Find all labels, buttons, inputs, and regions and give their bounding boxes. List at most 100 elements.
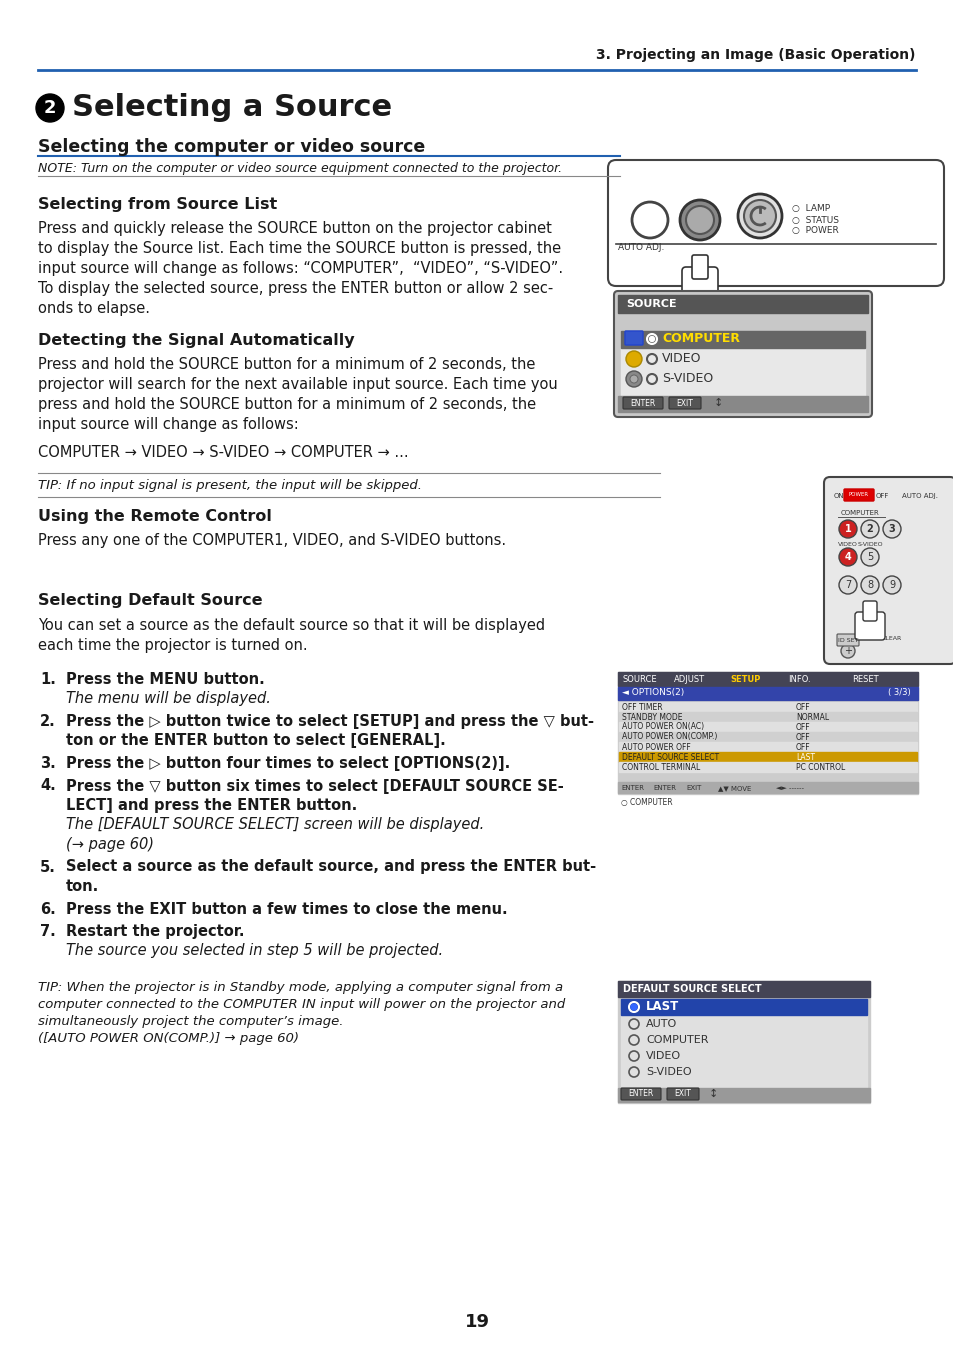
Text: (→ page 60): (→ page 60) — [66, 837, 153, 852]
Text: Press the ▷ button twice to select [SETUP] and press the ▽ but-: Press the ▷ button twice to select [SETU… — [66, 714, 594, 729]
Text: ↕: ↕ — [713, 398, 722, 408]
Text: VIDEO: VIDEO — [645, 1051, 680, 1061]
Text: Detecting the Signal Automatically: Detecting the Signal Automatically — [38, 333, 355, 348]
FancyBboxPatch shape — [823, 477, 953, 665]
Bar — [618, 732, 916, 741]
Text: 5: 5 — [866, 551, 872, 562]
Text: Selecting from Source List: Selecting from Source List — [38, 197, 277, 212]
Circle shape — [838, 576, 856, 594]
Text: simultaneously project the computer’s image.: simultaneously project the computer’s im… — [38, 1015, 343, 1029]
Circle shape — [625, 350, 641, 367]
Text: ID SET: ID SET — [837, 638, 858, 643]
Bar — [620, 1010, 866, 1100]
Text: COMPUTER: COMPUTER — [840, 510, 879, 516]
Text: 3: 3 — [887, 524, 895, 534]
Text: OFF TIMER: OFF TIMER — [621, 702, 662, 712]
FancyBboxPatch shape — [843, 489, 873, 501]
Text: Select a source as the default source, and press the ENTER but-: Select a source as the default source, a… — [66, 860, 596, 875]
Text: ◄ OPTIONS(2): ◄ OPTIONS(2) — [621, 689, 683, 697]
Circle shape — [861, 576, 878, 594]
FancyBboxPatch shape — [622, 398, 662, 408]
Text: AUTO POWER ON(AC): AUTO POWER ON(AC) — [621, 723, 703, 732]
Text: ADJUST: ADJUST — [673, 674, 704, 683]
Text: ENTER: ENTER — [652, 785, 676, 791]
Circle shape — [630, 1004, 637, 1010]
Text: to display the Source list. Each time the SOURCE button is pressed, the: to display the Source list. Each time th… — [38, 241, 560, 256]
Text: 8: 8 — [866, 580, 872, 590]
Bar — [618, 673, 917, 794]
FancyBboxPatch shape — [854, 612, 884, 640]
Text: COMPUTER: COMPUTER — [645, 1035, 708, 1045]
Text: +: + — [843, 646, 851, 656]
Circle shape — [841, 644, 854, 658]
Text: ton.: ton. — [66, 879, 99, 894]
Bar — [618, 396, 867, 412]
Circle shape — [882, 520, 900, 538]
Text: Using the Remote Control: Using the Remote Control — [38, 510, 272, 524]
Text: 3.: 3. — [40, 756, 55, 771]
Text: each time the projector is turned on.: each time the projector is turned on. — [38, 638, 307, 652]
Circle shape — [838, 520, 856, 538]
Bar — [618, 687, 917, 700]
Text: 5.: 5. — [40, 860, 56, 875]
Text: AUTO POWER ON(COMP.): AUTO POWER ON(COMP.) — [621, 732, 717, 741]
Text: press and hold the SOURCE button for a minimum of 2 seconds, the: press and hold the SOURCE button for a m… — [38, 398, 536, 412]
Bar — [620, 999, 866, 1015]
Text: Selecting Default Source: Selecting Default Source — [38, 593, 262, 608]
Circle shape — [679, 200, 720, 240]
Text: 4: 4 — [843, 551, 850, 562]
Text: projector will search for the next available input source. Each time you: projector will search for the next avail… — [38, 377, 558, 392]
Text: TIP: When the projector is in Standby mode, applying a computer signal from a: TIP: When the projector is in Standby mo… — [38, 981, 562, 993]
Text: Press and hold the SOURCE button for a minimum of 2 seconds, the: Press and hold the SOURCE button for a m… — [38, 357, 535, 372]
Text: COMPUTER: COMPUTER — [661, 333, 740, 345]
Text: ton or the ENTER button to select [GENERAL].: ton or the ENTER button to select [GENER… — [66, 733, 445, 748]
Text: POWER: POWER — [848, 492, 868, 497]
Text: ○  POWER: ○ POWER — [791, 226, 838, 236]
Text: EXIT: EXIT — [674, 1089, 691, 1099]
Text: ENTER: ENTER — [620, 785, 643, 791]
FancyBboxPatch shape — [614, 291, 871, 417]
Text: computer connected to the COMPUTER IN input will power on the projector and: computer connected to the COMPUTER IN in… — [38, 998, 565, 1011]
Text: Press and quickly release the SOURCE button on the projector cabinet: Press and quickly release the SOURCE but… — [38, 221, 551, 236]
Circle shape — [861, 520, 878, 538]
Bar — [618, 762, 916, 772]
Circle shape — [685, 206, 713, 235]
Text: ↕: ↕ — [707, 1089, 717, 1099]
Text: EXIT: EXIT — [685, 785, 700, 791]
Text: CONTROL TERMINAL: CONTROL TERMINAL — [621, 763, 700, 771]
Bar — [618, 723, 916, 732]
Text: 3. Projecting an Image (Basic Operation): 3. Projecting an Image (Basic Operation) — [596, 49, 915, 62]
Text: Press the EXIT button a few times to close the menu.: Press the EXIT button a few times to clo… — [66, 902, 507, 917]
Text: 1: 1 — [843, 524, 850, 534]
Text: 2.: 2. — [40, 714, 55, 729]
Text: INFO.: INFO. — [787, 674, 810, 683]
Circle shape — [838, 549, 856, 566]
Text: 1.: 1. — [40, 673, 56, 687]
Bar — [618, 741, 916, 752]
Text: ( 3/3): ( 3/3) — [887, 689, 910, 697]
Text: ([AUTO POWER ON(COMP.)] → page 60): ([AUTO POWER ON(COMP.)] → page 60) — [38, 1033, 298, 1045]
Text: VIDEO: VIDEO — [837, 542, 857, 547]
Text: STANDBY MODE: STANDBY MODE — [621, 713, 681, 721]
Circle shape — [743, 200, 775, 232]
Text: Press the ▷ button four times to select [OPTIONS(2)].: Press the ▷ button four times to select … — [66, 756, 510, 771]
Text: NOTE: Turn on the computer or video source equipment connected to the projector.: NOTE: Turn on the computer or video sour… — [38, 162, 561, 175]
Text: ◄► ------: ◄► ------ — [775, 785, 803, 791]
Text: 7.: 7. — [40, 923, 55, 940]
Text: ENTER: ENTER — [628, 1089, 653, 1099]
Text: 7: 7 — [844, 580, 850, 590]
Text: RESET: RESET — [851, 674, 878, 683]
Text: 2: 2 — [865, 524, 872, 534]
Text: Selecting a Source: Selecting a Source — [71, 93, 392, 123]
Text: The [DEFAULT SOURCE SELECT] screen will be displayed.: The [DEFAULT SOURCE SELECT] screen will … — [66, 817, 484, 833]
Text: OFF: OFF — [795, 743, 810, 751]
Text: Selecting the computer or video source: Selecting the computer or video source — [38, 137, 425, 156]
Text: OFF: OFF — [795, 732, 810, 741]
Text: PC CONTROL: PC CONTROL — [795, 763, 844, 771]
Circle shape — [738, 194, 781, 239]
FancyBboxPatch shape — [607, 160, 943, 286]
Text: DEFAULT SOURCE SELECT: DEFAULT SOURCE SELECT — [621, 752, 719, 762]
Text: onds to elapse.: onds to elapse. — [38, 301, 150, 315]
Text: ▲▼ MOVE: ▲▼ MOVE — [718, 785, 751, 791]
Circle shape — [631, 202, 667, 239]
